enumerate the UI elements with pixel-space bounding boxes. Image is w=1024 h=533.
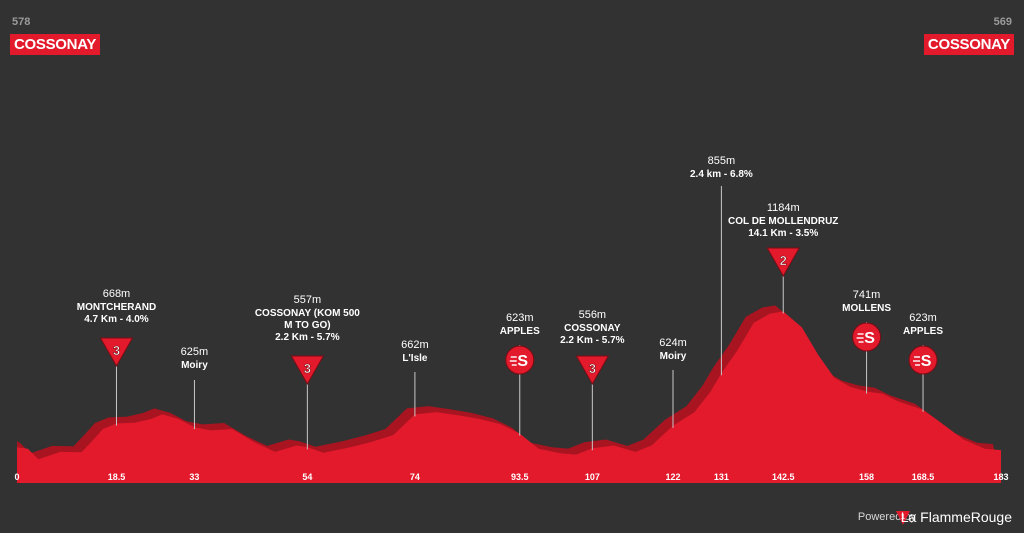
marker-elevation: 668m <box>103 288 131 300</box>
climb-category-label: 3 <box>589 361 596 376</box>
km-tick-label: 122 <box>665 472 680 482</box>
sprint-label: S <box>921 353 932 370</box>
start-town-label: COSSONAY <box>10 34 101 55</box>
km-tick-label: 107 <box>585 472 600 482</box>
km-tick-label: 158 <box>859 472 874 482</box>
km-tick-label: 183 <box>993 472 1008 482</box>
km-tick-label: 18.5 <box>108 472 126 482</box>
marker-name: Moiry <box>181 360 208 371</box>
profile-area <box>17 311 1001 483</box>
marker-name: MONTCHERAND <box>77 302 156 313</box>
marker-name: L'Isle <box>402 353 428 364</box>
cat-2-climb-icon <box>766 247 801 278</box>
marker-elevation: 623m <box>909 312 937 324</box>
marker-elevation: 1184m <box>767 202 800 214</box>
climb-category-label: 2 <box>780 253 787 268</box>
km-tick-label: 74 <box>410 472 420 482</box>
km-tick-label: 54 <box>302 472 312 482</box>
km-tick-label: 168.5 <box>912 472 935 482</box>
marker-detail: 14.1 Km - 3.5% <box>748 228 818 239</box>
marker-elevation: 624m <box>659 337 687 349</box>
sprint-label: S <box>517 353 528 370</box>
marker-name: 2.4 km - 6.8% <box>690 169 753 180</box>
marker-elevation: 741m <box>853 289 881 301</box>
sprint-icon <box>908 345 938 375</box>
marker-elevation: 623m <box>506 312 534 324</box>
finish-elevation: 569 <box>993 16 1012 28</box>
km-tick-label: 142.5 <box>772 472 795 482</box>
marker-name: COSSONAY <box>564 323 621 334</box>
marker-name: Moiry <box>660 351 687 362</box>
marker-name: COL DE MOLLENDRUZ <box>728 216 838 227</box>
cat-3-climb-icon <box>290 355 325 386</box>
marker-elevation: 662m <box>401 339 429 351</box>
marker-elevation: 625m <box>181 346 209 358</box>
marker-elevation: 557m <box>294 294 322 306</box>
marker-elevation: 855m <box>708 155 736 167</box>
km-tick-label: 131 <box>714 472 729 482</box>
marker-elevation: 556m <box>579 309 607 321</box>
marker-detail: 4.7 Km - 4.0% <box>84 314 149 325</box>
climb-category-label: 3 <box>304 361 311 376</box>
marker-name: APPLES <box>903 326 943 337</box>
start-elevation: 578 <box>12 16 31 28</box>
svg-text:1: 1 <box>901 514 905 521</box>
finish-town-label: COSSONAY <box>923 34 1014 55</box>
sprint-label: S <box>864 330 875 347</box>
brand-name[interactable]: La FlammeRouge <box>900 509 1012 525</box>
marker-detail: 2.2 Km - 5.7% <box>275 332 340 343</box>
marker-name: APPLES <box>500 326 540 337</box>
marker-detail: 2.2 Km - 5.7% <box>560 335 625 346</box>
km-tick-label: 0 <box>14 472 19 482</box>
cat-3-climb-icon <box>575 355 610 386</box>
climb-category-label: 3 <box>113 343 120 358</box>
flamme-rouge-logo-icon: 1 <box>896 511 910 525</box>
sprint-icon <box>852 322 882 352</box>
km-tick-label: 93.5 <box>511 472 529 482</box>
sprint-icon <box>505 345 535 375</box>
km-tick-label: 33 <box>189 472 199 482</box>
marker-name: COSSONAY (KOM 500 <box>255 308 360 319</box>
marker-name: MOLLENS <box>842 303 891 314</box>
cat-3-climb-icon <box>99 337 134 368</box>
marker-name-line2: M TO GO) <box>284 320 330 331</box>
